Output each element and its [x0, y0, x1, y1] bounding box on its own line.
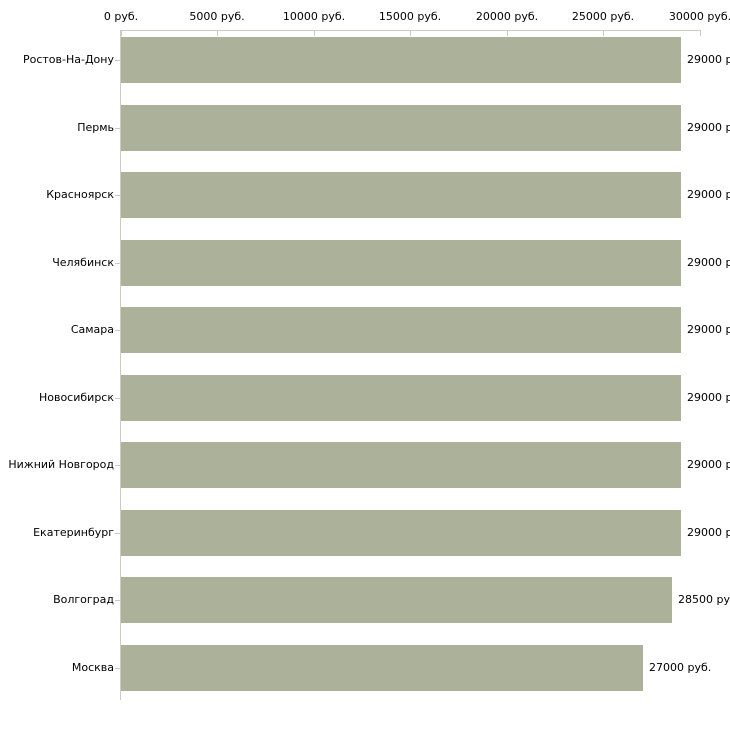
- bar-3: [121, 172, 681, 218]
- x-tick-label: 20000 руб.: [475, 10, 539, 23]
- category-label: Москва: [71, 660, 114, 674]
- y-tick-mark: [115, 668, 120, 669]
- x-tick-label: 15000 руб.: [378, 10, 442, 23]
- bar-9: [121, 577, 672, 623]
- bar-1: [121, 37, 681, 83]
- category-label: Ростов-На-Дону: [22, 53, 114, 66]
- x-tick-mark: [700, 31, 701, 36]
- value-label: 29000 руб.: [687, 458, 730, 471]
- y-tick-mark: [115, 533, 120, 534]
- category-label: Красноярск: [46, 188, 114, 201]
- value-label: 29000 руб.: [687, 525, 730, 539]
- x-tick-mark: [603, 31, 604, 36]
- bar-5: [121, 307, 681, 353]
- x-tick-mark: [507, 31, 508, 36]
- y-axis-line: [120, 30, 121, 700]
- x-tick-mark: [121, 31, 122, 36]
- y-tick-mark: [115, 263, 120, 264]
- x-tick-mark: [410, 31, 411, 36]
- category-label: Челябинск: [52, 255, 114, 269]
- value-label: 29000 руб.: [687, 120, 730, 134]
- x-tick-label: 30000 руб.: [668, 10, 730, 23]
- bar-6: [121, 374, 681, 421]
- x-tick-mark: [217, 31, 218, 36]
- y-tick-mark: [115, 195, 120, 196]
- x-tick-label: 10000 руб.: [282, 10, 346, 23]
- value-label: 29000 руб.: [687, 255, 730, 269]
- y-tick-mark: [115, 60, 120, 61]
- x-tick-label: 5000 руб.: [189, 10, 245, 23]
- y-tick-mark: [115, 600, 120, 601]
- value-label: 29000 руб.: [687, 188, 730, 201]
- value-label: 27000 руб.: [649, 660, 712, 674]
- category-label: Нижний Новгород: [8, 458, 114, 471]
- category-label: Самара: [70, 323, 114, 336]
- y-tick-mark: [115, 398, 120, 399]
- category-label: Новосибирск: [38, 390, 114, 404]
- bar-4: [121, 239, 681, 286]
- category-label: Пермь: [77, 120, 114, 134]
- value-label: 28500 руб.: [678, 593, 730, 606]
- category-label: Екатеринбург: [33, 525, 114, 539]
- category-label: Волгоград: [53, 593, 114, 606]
- bar-10: [121, 644, 643, 691]
- y-tick-mark: [115, 330, 120, 331]
- x-tick-mark: [314, 31, 315, 36]
- value-label: 29000 руб.: [687, 390, 730, 404]
- bar-7: [121, 442, 681, 488]
- x-tick-label: 0 руб.: [103, 10, 139, 23]
- x-axis-line: [120, 30, 701, 31]
- bar-2: [121, 104, 681, 151]
- value-label: 29000 руб.: [687, 53, 730, 66]
- y-tick-mark: [115, 465, 120, 466]
- value-label: 29000 руб.: [687, 323, 730, 336]
- y-tick-mark: [115, 128, 120, 129]
- bar-8: [121, 509, 681, 556]
- x-tick-label: 25000 руб.: [571, 10, 635, 23]
